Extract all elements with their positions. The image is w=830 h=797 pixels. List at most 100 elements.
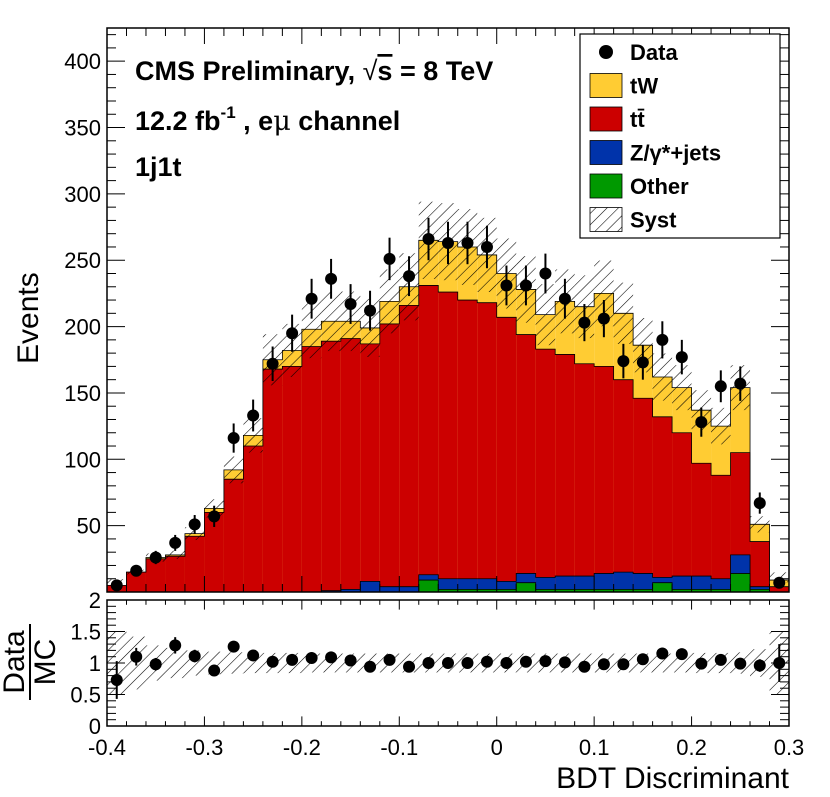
bar-other-26 — [613, 589, 634, 592]
ratio-point-1 — [130, 650, 143, 663]
data-point-33 — [753, 497, 766, 510]
legend-label-tw: tW — [630, 74, 658, 99]
data-point-13 — [364, 304, 377, 317]
experiment-label: CMS Preliminary, √s = 8 TeV — [135, 56, 493, 86]
legend: Data tW tt̄ Z/γ*+jets Other Syst — [579, 33, 781, 239]
ratio-ytick-label-4: 2 — [89, 588, 101, 613]
data-point-22 — [539, 267, 552, 280]
bar-tt-22 — [535, 349, 556, 592]
data-point-10 — [305, 292, 318, 305]
ratio-ylabel-denominator: MC — [29, 639, 62, 686]
data-point-9 — [286, 327, 299, 340]
bar-tt-10 — [301, 346, 322, 592]
xtick-label-7: 0.3 — [774, 735, 805, 760]
ratio-point-29 — [675, 648, 688, 661]
bar-other-32 — [730, 573, 751, 592]
bar-other-27 — [633, 589, 653, 592]
data-point-8 — [266, 357, 279, 370]
xtick-label-3: -0.1 — [380, 735, 418, 760]
ratio-point-19 — [480, 655, 493, 668]
ratio-point-9 — [286, 653, 299, 666]
ratio-point-30 — [695, 657, 708, 670]
ratio-point-25 — [597, 658, 610, 671]
ratio-point-28 — [656, 647, 669, 660]
xtick-label-1: -0.3 — [185, 735, 223, 760]
data-point-32 — [734, 377, 747, 390]
bar-other-33 — [750, 589, 770, 592]
ratio-point-23 — [558, 656, 571, 669]
syst-band-bin-33 — [750, 516, 770, 533]
syst-band-bin-26 — [613, 282, 634, 344]
category-label: 1j1t — [135, 152, 182, 182]
bar-other-29 — [672, 589, 692, 592]
legend-swatch-tt — [589, 106, 623, 132]
legend-swatch-data — [599, 45, 613, 59]
ratio-point-17 — [442, 657, 454, 669]
bar-tt-18 — [457, 300, 478, 592]
bar-tt-19 — [477, 302, 497, 592]
legend-swatch-tw — [589, 73, 623, 98]
ratio-point-11 — [325, 651, 338, 664]
bar-z-jets-23 — [555, 576, 575, 592]
bar-z-jets-27 — [633, 573, 653, 592]
bar-z-jets-18 — [457, 578, 478, 592]
bar-tt-21 — [516, 334, 536, 592]
data-point-26 — [617, 355, 630, 368]
syst-band-bin-3 — [165, 550, 185, 559]
main-frame — [106, 27, 790, 593]
syst-band-bin-11 — [321, 291, 341, 352]
syst-band-bin-28 — [652, 353, 673, 401]
bar-tt-9 — [282, 366, 302, 592]
data-point-18 — [461, 236, 474, 249]
data-point-12 — [344, 298, 357, 311]
ratio-ytick-label-1: 0.5 — [70, 683, 101, 708]
ytick-label-5: 300 — [64, 182, 101, 207]
data-point-25 — [597, 312, 610, 325]
legend-swatch-syst — [589, 207, 623, 232]
legend-label-data: Data — [630, 40, 678, 65]
bar-other-20 — [496, 589, 517, 592]
ratio-point-7 — [247, 649, 260, 662]
syst-band-bin-10 — [301, 300, 322, 359]
legend-label-z-jets: Z/γ*+jets — [630, 141, 721, 166]
bar-tt-4 — [184, 536, 205, 592]
ratio-point-0 — [110, 674, 123, 687]
bar-tt-6 — [223, 479, 244, 592]
ratio-point-5 — [208, 664, 221, 677]
ratio-syst-bin-29 — [672, 653, 692, 673]
data-point-6 — [227, 432, 240, 445]
x-axis-title: BDT Discriminant — [556, 762, 789, 795]
bar-tt-16 — [418, 285, 439, 592]
bar-z-jets-15 — [399, 586, 419, 592]
bar-z-jets-26 — [613, 572, 634, 592]
xtick-label-5: 0.1 — [579, 735, 610, 760]
xtick-label-6: 0.2 — [676, 735, 707, 760]
bar-tt-17 — [438, 292, 458, 592]
data-point-24 — [578, 316, 591, 329]
bar-tt-14 — [379, 323, 400, 592]
ratio-syst-bin-6 — [223, 652, 244, 674]
ytick-label-6: 350 — [64, 116, 101, 141]
bar-other-30 — [691, 589, 712, 592]
data-point-11 — [325, 272, 338, 285]
bar-tt-23 — [555, 354, 575, 592]
data-point-31 — [714, 380, 727, 393]
ratio-ticks — [106, 599, 790, 727]
bar-tt-28 — [652, 416, 673, 592]
bar-tt-27 — [633, 398, 653, 592]
ratio-ytick-label-3: 1.5 — [70, 620, 101, 645]
bar-tt-8 — [262, 369, 283, 592]
ratio-point-8 — [266, 655, 279, 668]
bar-tt-7 — [243, 446, 263, 592]
bar-other-19 — [477, 589, 497, 592]
bar-tt-3 — [165, 556, 185, 592]
ratio-point-20 — [500, 657, 513, 669]
ratio-points — [110, 637, 786, 699]
bar-tt-30 — [691, 463, 712, 592]
bar-tt-1 — [126, 572, 146, 592]
ratio-ylabel-numerator: Data — [0, 630, 31, 694]
data-point-19 — [480, 240, 493, 253]
main-ticks — [106, 28, 790, 593]
bar-tt-29 — [672, 432, 692, 592]
